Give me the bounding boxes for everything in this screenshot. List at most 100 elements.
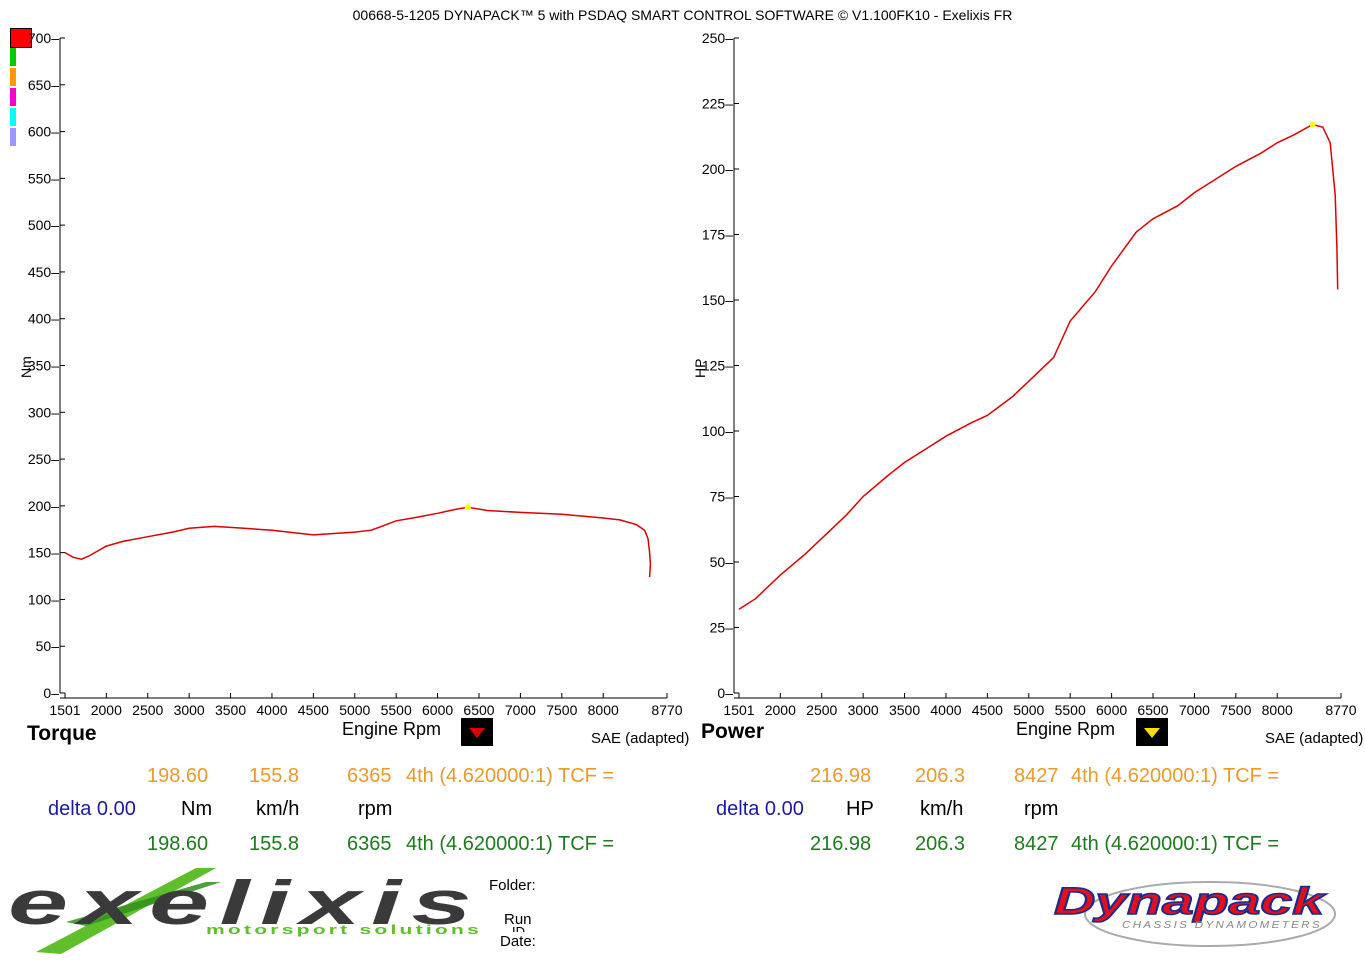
torque-x-tick-label: 5500 [381, 702, 412, 718]
torque-x-tick-label: 2500 [132, 702, 163, 718]
power-x-tick-label: 3500 [889, 702, 920, 718]
torque-gear-readout-secondary: 4th (4.620000:1) TCF = [406, 833, 615, 855]
window-title: 00668-5-1205 DYNAPACK™ 5 with PSDAQ SMAR… [352, 7, 1013, 23]
torque-y-tick-label: 450– [28, 264, 59, 280]
torque-x-tick-label: 4000 [256, 702, 287, 718]
power-correction-mode: SAE (adapted) [1265, 730, 1364, 747]
power-curve [738, 123, 1339, 610]
torque-x-tick-label: 2000 [91, 702, 122, 718]
torque-curve-select-button[interactable] [461, 718, 493, 746]
torque-y-tick-label: 50– [36, 638, 60, 654]
power-y-tick-label: 0– [717, 685, 733, 701]
power-y-tick-label: 150– [702, 292, 733, 308]
torque-panel-title: Torque [27, 722, 97, 745]
torque-y-tick-label: 600– [28, 124, 59, 140]
power-rpm-unit-label: rpm [1024, 798, 1059, 820]
torque-x-axis-label: Engine Rpm [342, 719, 442, 739]
torque-y-tick-label: 200– [28, 498, 59, 514]
torque-x-tick-label: 6000 [422, 702, 453, 718]
power-x-tick-label: 3000 [848, 702, 879, 718]
chevron-down-icon [1144, 728, 1160, 738]
power-y-tick-label: 200– [702, 161, 733, 177]
power-speed-readout: 206.3 [915, 765, 966, 787]
power-value-readout: 216.98 [810, 765, 872, 787]
legend-swatch[interactable] [10, 128, 16, 146]
svg-text:Dynapack: Dynapack [1054, 881, 1327, 923]
chevron-down-icon [469, 728, 485, 738]
legend-swatch[interactable] [10, 88, 16, 106]
torque-correction-mode: SAE (adapted) [591, 730, 690, 747]
power-y-tick-label: 100– [702, 423, 733, 439]
power-speed-unit-label: km/h [920, 798, 964, 820]
torque-x-tick-label: 7000 [505, 702, 536, 718]
torque-gear-readout: 4th (4.620000:1) TCF = [406, 765, 615, 787]
power-y-tick-label: 225– [702, 96, 733, 112]
torque-unit-label: Nm [181, 798, 213, 820]
date-label: Date: [500, 933, 536, 950]
legend-swatch[interactable] [10, 108, 16, 126]
power-curve-select-button[interactable] [1136, 718, 1168, 746]
torque-rpm-readout-secondary: 6365 [347, 833, 392, 855]
torque-y-tick-label: 400– [28, 311, 59, 327]
power-x-tick-label: 7000 [1179, 702, 1210, 718]
torque-y-axis-label: Nm [18, 356, 34, 378]
power-peak-marker [1309, 121, 1316, 128]
torque-peak-marker [464, 504, 471, 511]
power-x-tick-label: 8000 [1262, 702, 1293, 718]
run-id-label: ID [512, 925, 525, 932]
torque-x-tick-label: 4500 [298, 702, 329, 718]
power-x-tick-label: 2000 [765, 702, 796, 718]
power-x-tick-label: 7500 [1220, 702, 1251, 718]
power-y-tick-label: 175– [702, 227, 733, 243]
power-panel-title: Power [701, 720, 765, 743]
torque-rpm-readout: 6365 [347, 765, 392, 787]
folder-label: Folder: [489, 877, 536, 894]
power-speed-readout-secondary: 206.3 [915, 833, 966, 855]
power-x-tick-label: 1501 [723, 702, 754, 718]
torque-y-tick-label: 550– [28, 170, 59, 186]
svg-text:exelixis: exelixis [8, 869, 482, 938]
power-x-tick-label: 6500 [1137, 702, 1168, 718]
torque-y-tick-label: 250– [28, 451, 59, 467]
power-gear-readout: 4th (4.620000:1) TCF = [1071, 765, 1280, 787]
power-y-tick-label: 25– [710, 620, 734, 636]
torque-x-tick-label: 8000 [588, 702, 619, 718]
power-x-tick-label: 4500 [972, 702, 1003, 718]
torque-x-tick-label: 6500 [463, 702, 494, 718]
torque-speed-readout-secondary: 155.8 [249, 833, 300, 855]
power-y-tick-label: 250– [702, 30, 733, 46]
torque-curve [64, 506, 652, 578]
power-y-tick-label: 125– [702, 358, 733, 374]
chart-area: 0– 50– 100– 150– 200– 250– 300– 350– 400– 450– 500… [28, 30, 1357, 718]
power-y-tick-label: 50– [710, 554, 734, 570]
torque-y-tick-label: 100– [28, 591, 59, 607]
torque-x-tick-label: 3000 [174, 702, 205, 718]
power-x-tick-label: 5500 [1055, 702, 1086, 718]
power-rpm-readout-secondary: 8427 [1014, 833, 1059, 855]
power-y-axis-label: HP [692, 358, 708, 378]
torque-y-tick-label: 700– [28, 30, 59, 46]
dynapack-logo: Dynapack CHASSIS DYNAMOMETERS [1053, 880, 1336, 947]
power-rpm-readout: 8427 [1014, 765, 1059, 787]
torque-y-tick-label: 500– [28, 217, 59, 233]
torque-y-tick-label: 350– [28, 358, 59, 374]
torque-x-tick-label: 3500 [215, 702, 246, 718]
svg-text:motorsport solutions: motorsport solutions [206, 922, 482, 937]
legend-swatch[interactable] [10, 48, 16, 66]
power-value-readout-secondary: 216.98 [810, 833, 872, 855]
torque-speed-readout: 155.8 [249, 765, 300, 787]
torque-rpm-unit-label: rpm [358, 798, 393, 820]
power-gear-readout-secondary: 4th (4.620000:1) TCF = [1071, 833, 1280, 855]
power-delta-label: delta 0.00 [716, 798, 804, 820]
torque-x-tick-label: 1501 [49, 702, 80, 718]
torque-y-tick-label: 650– [28, 77, 59, 93]
torque-y-tick-label: 300– [28, 404, 59, 420]
power-unit-label: HP [846, 798, 874, 820]
power-x-tick-label: 6000 [1096, 702, 1127, 718]
legend-swatch[interactable] [10, 68, 16, 86]
run-label: Run [504, 911, 532, 928]
power-x-tick-label: 2500 [806, 702, 837, 718]
legend-swatch[interactable] [10, 28, 32, 48]
power-x-tick-label: 5000 [1013, 702, 1044, 718]
torque-y-tick-label: 150– [28, 545, 59, 561]
